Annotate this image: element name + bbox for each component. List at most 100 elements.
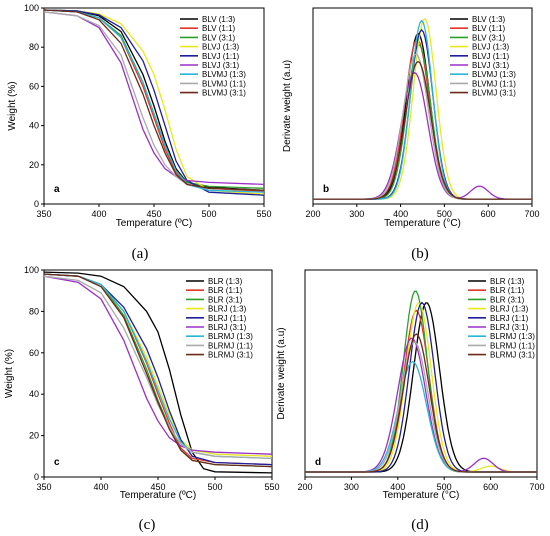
chart-panel-d: 200 300 400 500 600 700 Temperature (°C) Deriva…: [276, 269, 545, 533]
chart-panel-b: 200 300 400 500 600 700 Temperature (°C) Deriva…: [282, 7, 540, 262]
x-tick-label: 500: [207, 482, 222, 492]
legend-label: BLVJ (3:1): [472, 61, 510, 70]
plot-frame: [304, 269, 538, 478]
x-tick-label: 500: [437, 482, 452, 492]
x-tick-label: 700: [524, 209, 539, 219]
x-tick-label: 600: [481, 209, 496, 219]
x-axis-label: Temperature (ºC): [116, 218, 192, 229]
legend-label: BLVMJ (1:1): [472, 79, 516, 88]
y-axis-label: Weight (%): [7, 81, 18, 130]
y-axis-label: Derivate weight (a.u): [282, 60, 293, 152]
series-line-5: [43, 11, 265, 186]
y-tick-label: 0: [34, 472, 39, 482]
chart-panel-c: 350 400 450 500 550 0 20 40 60 80 100 Temperature (…: [4, 265, 280, 533]
panel-letter: b: [323, 184, 329, 195]
legend-label: BLV (3:1): [202, 33, 236, 42]
legend-label: BLV (3:1): [472, 33, 506, 42]
legend-label: BLRMJ (3:1): [490, 351, 535, 360]
y-tick-label: 100: [24, 3, 39, 13]
y-tick-label: 80: [29, 42, 39, 52]
legend-label: BLVMJ (1:1): [202, 79, 246, 88]
y-tick-label: 40: [29, 121, 39, 131]
legend-label: BLVMJ (3:1): [472, 89, 516, 98]
series-line-7: [43, 275, 273, 460]
legend-label: BLR (3:1): [208, 295, 243, 304]
y-tick-label: 20: [29, 160, 39, 170]
series-line-8: [305, 333, 537, 473]
legend-label: BLRJ (1:1): [490, 314, 529, 323]
x-tick-label: 450: [146, 209, 161, 219]
legend-label: BLRJ (1:1): [208, 314, 247, 323]
x-tick-label: 300: [349, 209, 364, 219]
y-tick-label: 40: [29, 389, 39, 399]
legend-label: BLR (1:3): [490, 277, 525, 286]
series-line-8: [43, 273, 273, 468]
x-tick-label: 550: [264, 482, 279, 492]
x-tick-label: 400: [390, 482, 405, 492]
x-axis-label: Temperature (ºC): [120, 490, 196, 501]
legend-label: BLVMJ (3:1): [202, 89, 246, 98]
legend-label: BLR (1:1): [208, 286, 243, 295]
series-line-6: [305, 360, 537, 473]
legend-label: BLR (3:1): [490, 295, 525, 304]
series-line-4: [43, 9, 265, 196]
panel-caption: (a): [132, 246, 149, 262]
x-tick-label: 400: [93, 482, 108, 492]
x-tick-label: 700: [529, 482, 544, 492]
x-tick-label: 200: [297, 482, 312, 492]
series-line-5: [43, 275, 273, 455]
legend-label: BLVJ (3:1): [202, 61, 240, 70]
y-tick-label: 0: [34, 199, 39, 209]
x-tick-label: 400: [393, 209, 408, 219]
legend-label: BLVJ (1:1): [202, 52, 240, 61]
x-tick-label: 350: [36, 482, 51, 492]
legend-label: BLRJ (1:3): [208, 305, 247, 314]
y-tick-label: 60: [29, 81, 39, 91]
x-tick-label: 550: [256, 209, 271, 219]
legend-label: BLV (1:1): [202, 24, 236, 33]
legend-label: BLRMJ (1:3): [490, 332, 535, 341]
y-axis-label: Derivate weight (a.u): [276, 327, 287, 419]
x-tick-label: 400: [91, 209, 106, 219]
series-line-8: [313, 60, 532, 200]
legend-label: BLVJ (1:1): [472, 52, 510, 61]
legend-label: BLVJ (1:3): [202, 43, 240, 52]
chart-panel-a: 350 400 450 500 550 0 20 40 60 80 100 Temperature (…: [7, 3, 272, 262]
series-line-0: [43, 271, 273, 474]
legend-label: BLVMJ (1:3): [202, 70, 246, 79]
legend-label: BLV (1:1): [472, 24, 506, 33]
panel-letter: c: [54, 457, 60, 468]
x-tick-label: 300: [344, 482, 359, 492]
legend-label: BLVJ (1:3): [472, 43, 510, 52]
x-tick-label: 600: [483, 482, 498, 492]
y-tick-label: 60: [29, 348, 39, 358]
plot-frame: [312, 7, 533, 205]
legend-label: BLRJ (3:1): [490, 323, 529, 332]
series-line-6: [43, 9, 265, 193]
y-tick-label: 100: [24, 265, 39, 275]
x-tick-label: 500: [201, 209, 216, 219]
panel-letter: d: [315, 457, 321, 468]
legend-label: BLRMJ (3:1): [208, 351, 253, 360]
x-tick-label: 200: [305, 209, 320, 219]
x-tick-label: 500: [437, 209, 452, 219]
legend-label: BLRMJ (1:3): [208, 332, 253, 341]
panel-caption: (d): [411, 517, 429, 533]
legend-label: BLR (1:3): [208, 277, 243, 286]
panel-caption: (c): [139, 517, 156, 533]
x-tick-label: 450: [150, 482, 165, 492]
legend-label: BLVMJ (1:3): [472, 70, 516, 79]
legend-label: BLR (1:1): [490, 286, 525, 295]
legend-label: BLV (1:3): [472, 15, 506, 24]
series-line-8: [43, 9, 265, 191]
legend-label: BLRJ (1:3): [490, 305, 529, 314]
legend-label: BLV (1:3): [202, 15, 236, 24]
legend-label: BLRMJ (1:1): [490, 341, 535, 350]
panel-caption: (b): [411, 246, 429, 262]
legend-label: BLRJ (3:1): [208, 323, 247, 332]
y-axis-label: Weight (%): [4, 349, 15, 398]
x-axis-label: Temperature (°C): [383, 490, 460, 501]
x-tick-label: 350: [36, 209, 51, 219]
y-tick-label: 80: [29, 306, 39, 316]
